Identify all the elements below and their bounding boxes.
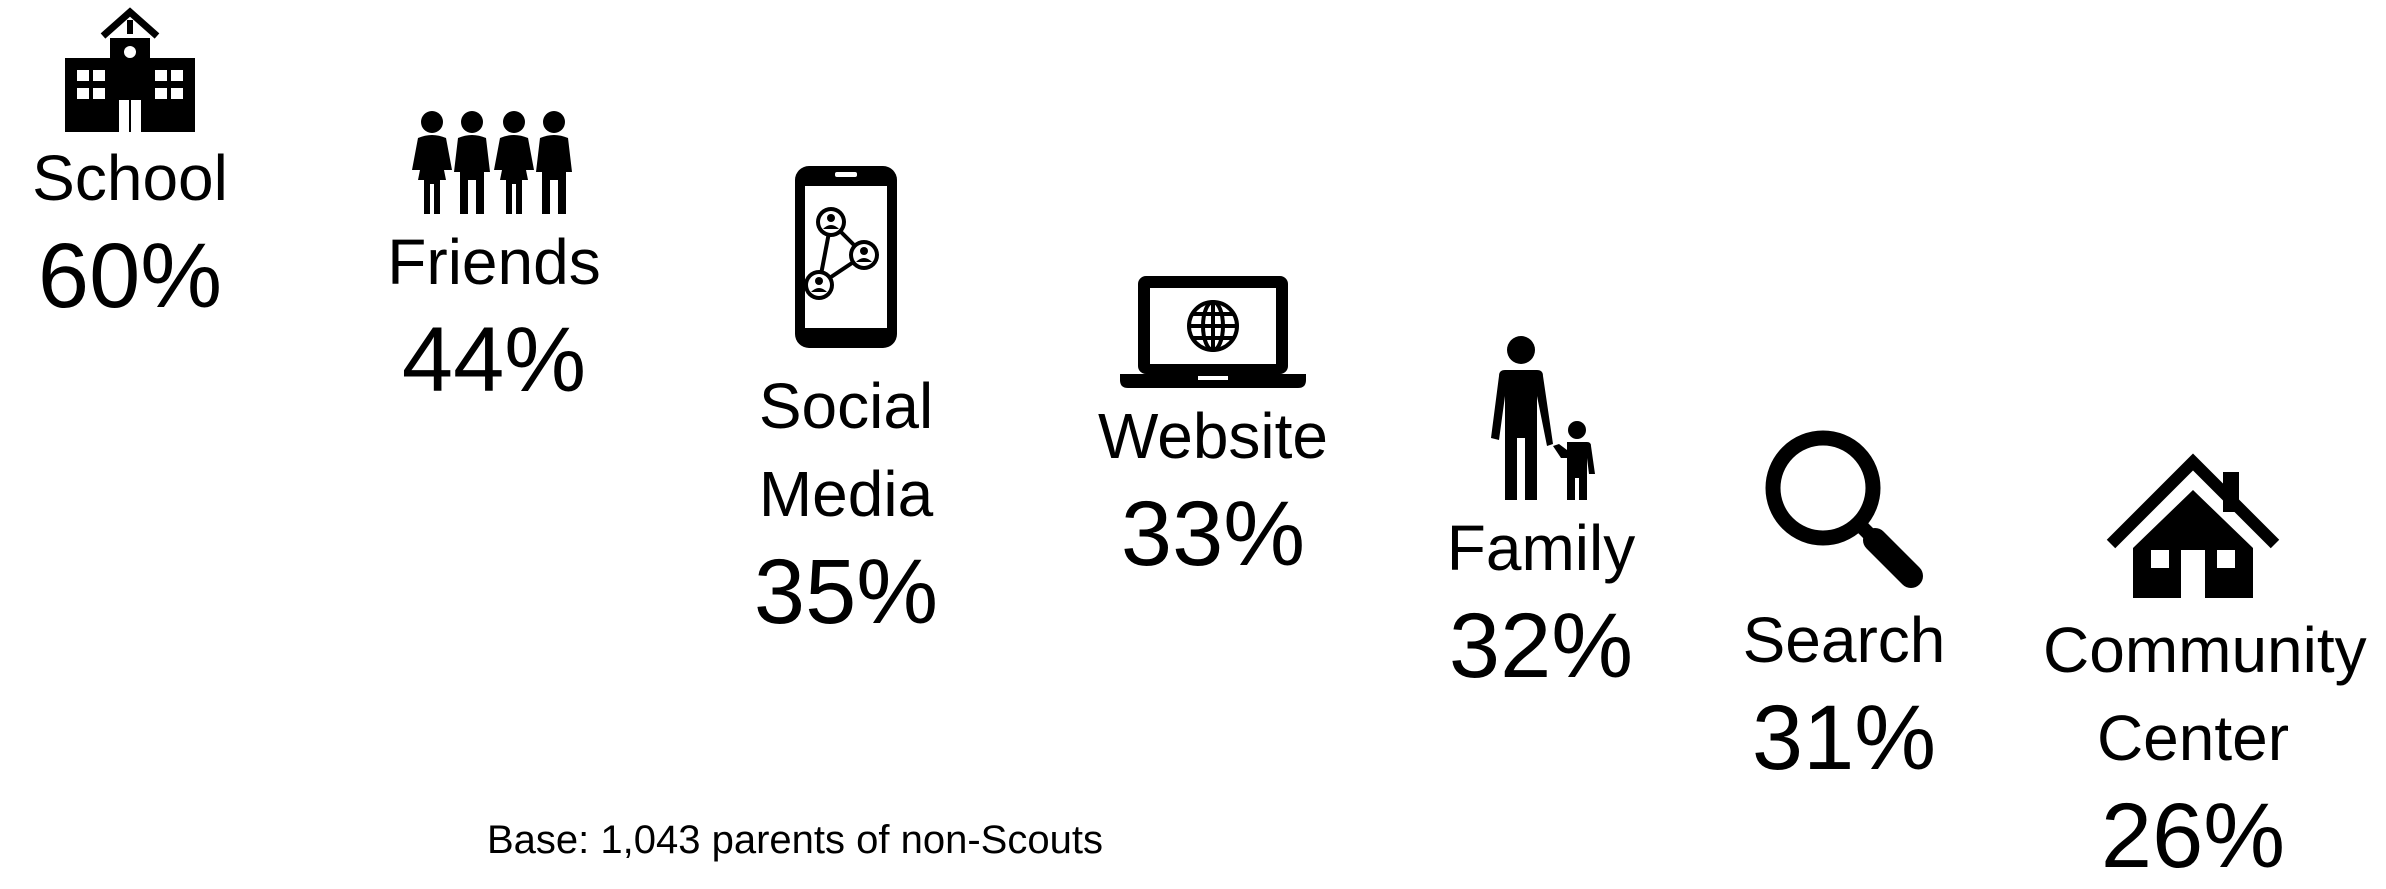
category-label-friends: Friends	[387, 226, 601, 298]
category-label-school: School	[32, 142, 228, 214]
chart-item-social-media: Social Media 35%	[696, 162, 996, 642]
value-label-family: 32%	[1448, 595, 1634, 697]
school-building-icon	[65, 7, 195, 132]
parent-and-child-icon	[1491, 336, 1595, 500]
chart-item-friends: Friends 44%	[344, 108, 644, 410]
value-label-community-center: 26%	[2100, 785, 2286, 887]
category-label-social-media-line-1: Social	[758, 370, 934, 442]
chart-item-website: Website 33%	[1063, 272, 1363, 584]
chart-item-school: School 60%	[0, 4, 280, 326]
value-label-search: 31%	[1751, 687, 1937, 789]
category-label-social-media-line-2: Media	[758, 458, 934, 530]
chart-item-community-center: Community Center 26%	[2043, 452, 2367, 887]
category-label-website: Website	[1097, 400, 1329, 472]
value-label-school: 60%	[37, 225, 223, 327]
value-label-website: 33%	[1120, 483, 1306, 585]
value-label-social-media: 35%	[753, 541, 939, 643]
category-label-community-center-line-2: Center	[2096, 702, 2290, 774]
group-of-people-icon	[412, 111, 572, 214]
category-label-social-media: Social Media	[696, 362, 996, 538]
smartphone-social-network-icon	[795, 166, 897, 348]
house-icon	[2106, 453, 2280, 598]
chart-item-family: Family 32%	[1391, 334, 1691, 696]
category-label-community-center-line-1: Community	[2043, 614, 2367, 686]
base-footnote: Base: 1,043 parents of non-Scouts	[487, 818, 1103, 862]
category-label-search: Search	[1742, 604, 1946, 676]
value-label-friends: 44%	[401, 309, 587, 411]
magnifying-glass-icon	[1765, 430, 1923, 588]
category-label-family: Family	[1446, 512, 1636, 584]
laptop-globe-icon	[1120, 276, 1306, 388]
chart-item-search: Search 31%	[1694, 424, 1994, 788]
category-label-community-center: Community Center	[2043, 606, 2367, 782]
